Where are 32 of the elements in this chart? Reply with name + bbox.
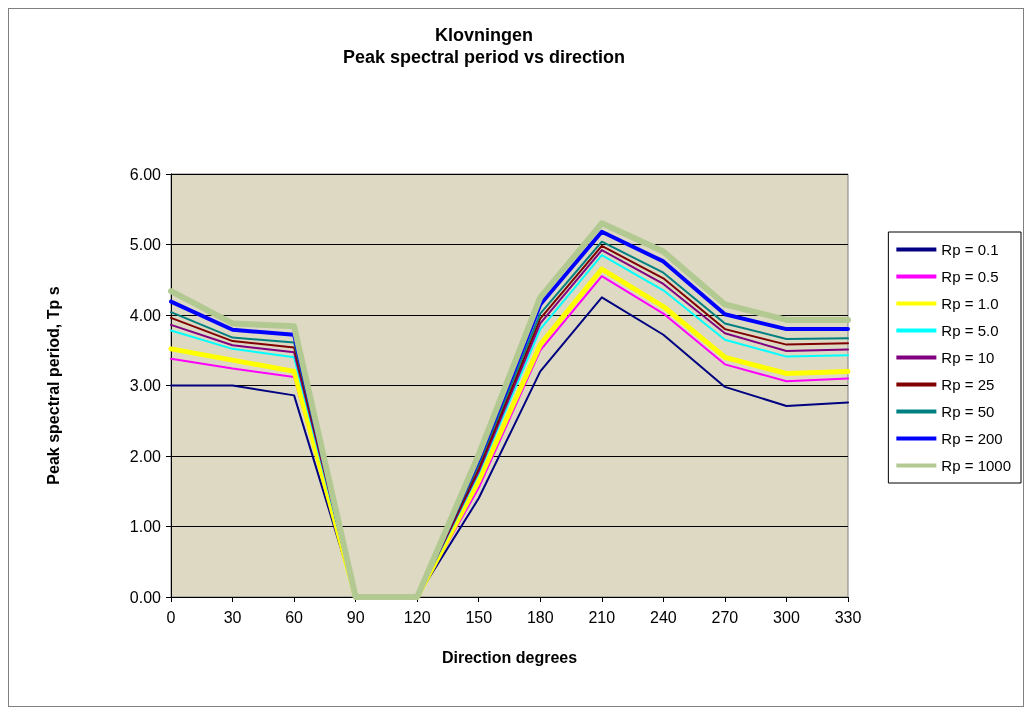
x-tick-label: 270 [711,608,739,626]
x-tick-label: 300 [773,608,800,626]
x-axis-title: Direction degrees [441,648,578,666]
y-tick-label: 5.00 [129,236,162,253]
y-tick-label: 2.00 [129,447,162,465]
legend-label: Rp = 1000 [941,457,1011,474]
x-tick-label: 0 [166,608,176,626]
legend-label: Rp = 200 [941,430,1003,447]
y-axis-title: Peak spectral period, Tp s [44,286,62,485]
x-tick-label: 90 [346,608,365,626]
legend-label: Rp = 1.0 [941,295,999,312]
legend-label: Rp = 5.0 [941,322,999,339]
x-tick-label: 180 [526,608,554,626]
chart-title: Klovningen [435,25,533,45]
legend-label: Rp = 50 [941,403,995,420]
legend-label: Rp = 10 [941,349,995,366]
y-tick-label: 6.00 [129,165,162,183]
chart-subtitle: Peak spectral period vs direction [342,47,626,67]
y-tick-label: 0.00 [129,588,162,606]
x-tick-label: 330 [834,608,862,626]
x-tick-label: 210 [588,608,616,626]
x-tick-label: 120 [403,608,431,626]
legend-label: Rp = 0.5 [941,268,999,285]
x-tick-label: 150 [465,608,493,626]
y-tick-label: 4.00 [129,306,162,324]
legend-label: Rp = 25 [941,376,995,393]
y-tick-label: 3.00 [129,377,162,394]
legend-label: Rp = 0.1 [941,241,999,258]
x-tick-label: 60 [285,608,304,626]
x-tick-label: 240 [650,608,677,626]
y-tick-label: 1.00 [129,518,162,535]
x-tick-label: 30 [223,608,242,626]
